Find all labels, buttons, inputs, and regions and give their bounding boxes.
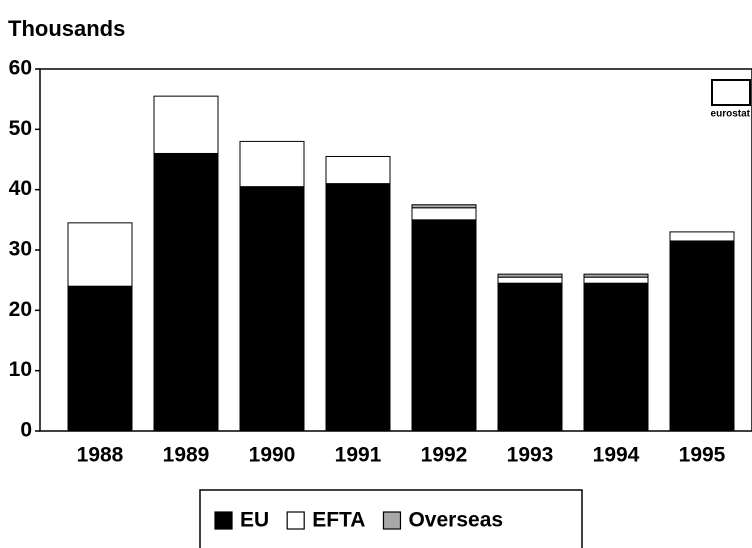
- chart-title: Thousands: [8, 16, 125, 41]
- bar-segment: [411, 204, 477, 209]
- bar-segment: [583, 276, 649, 284]
- y-tick-label: 60: [9, 57, 32, 80]
- bar-segment: [497, 276, 563, 284]
- bar-segment: [411, 219, 477, 432]
- x-tick-label: 1993: [507, 444, 554, 467]
- x-tick-label: 1989: [163, 444, 210, 467]
- legend-swatch: [214, 511, 233, 530]
- x-tick-label: 1995: [679, 444, 726, 467]
- legend-label: Overseas: [408, 509, 503, 532]
- bar-segment: [67, 285, 133, 432]
- bar-segment: [325, 183, 391, 432]
- bar-segment: [583, 273, 649, 278]
- y-tick-label: 10: [9, 358, 32, 381]
- bar-segment: [153, 95, 219, 154]
- x-tick-label: 1994: [593, 444, 640, 467]
- bar-segment: [153, 152, 219, 432]
- legend-label: EU: [240, 509, 269, 532]
- legend-swatch: [382, 511, 402, 530]
- bar-segment: [497, 273, 563, 278]
- bar-segment: [67, 222, 133, 287]
- x-tick-label: 1988: [77, 444, 124, 467]
- x-tick-label: 1992: [421, 444, 468, 467]
- bar-segment: [411, 207, 477, 221]
- y-tick-label: 20: [9, 298, 32, 321]
- y-tick-label: 40: [9, 177, 32, 200]
- y-tick-label: 30: [9, 238, 32, 261]
- bar-segment: [497, 282, 563, 432]
- bar-segment: [669, 240, 735, 432]
- bar-segment: [325, 155, 391, 185]
- logo-box: [711, 79, 751, 106]
- bar-segment: [669, 231, 735, 242]
- x-tick-label: 1990: [249, 444, 296, 467]
- x-tick-label: 1991: [335, 444, 382, 467]
- bar-segment: [583, 282, 649, 432]
- legend-swatch: [286, 511, 305, 530]
- legend-label: EFTA: [312, 509, 365, 532]
- y-tick-label: 50: [9, 117, 32, 140]
- bar-segment: [239, 140, 305, 188]
- bar-segment: [239, 186, 305, 432]
- y-tick-label: 0: [20, 419, 32, 442]
- logo-text: eurostat: [711, 109, 751, 120]
